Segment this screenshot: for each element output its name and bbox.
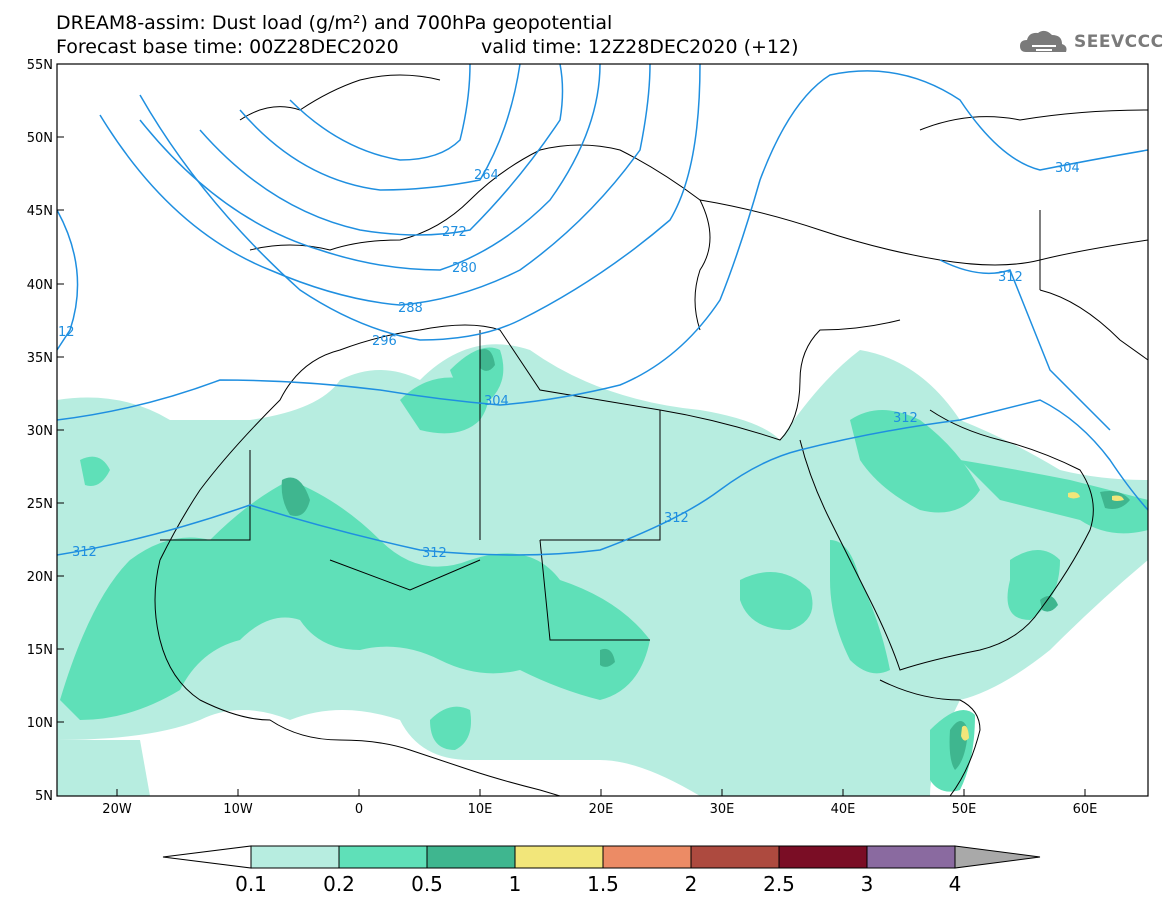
colorbar-label: 3 (860, 872, 874, 896)
contour-label: 288 (398, 301, 423, 316)
contour-label: 280 (452, 261, 477, 276)
lat-label: 5N (35, 789, 53, 804)
colorbar-label: 0.5 (411, 872, 443, 896)
axis-ticks (57, 63, 1086, 796)
contour-labels: 264 272 280 288 296 304 312 312 312 312 … (58, 161, 1080, 561)
lat-label: 20N (27, 570, 53, 585)
colorbar-label: 2 (684, 872, 698, 896)
colorbar-swatch (426, 845, 516, 869)
longitude-labels: 20W 10W 0 10E 20E 30E 40E 50E 60E (102, 802, 1097, 817)
lat-label: 25N (27, 497, 53, 512)
logo-text: SEEVCCC (1074, 32, 1164, 52)
colorbar-label: 4 (948, 872, 962, 896)
geopotential-contours (57, 64, 1148, 556)
colorbar-high-arrow (954, 845, 1041, 869)
colorbar-label: 1 (508, 872, 522, 896)
colorbar-swatch (602, 845, 692, 869)
contour-label: 12 (58, 325, 75, 340)
lon-label: 0 (355, 802, 363, 817)
contour-label: 312 (72, 545, 97, 560)
colorbar-swatch (866, 845, 956, 869)
lat-label: 40N (27, 278, 53, 293)
contour-label: 272 (442, 225, 467, 240)
contour-label: 312 (664, 511, 689, 526)
colorbar-swatch (690, 845, 780, 869)
lat-label: 10N (27, 716, 53, 731)
colorbar-label: 1.5 (587, 872, 619, 896)
contour-label: 304 (484, 394, 509, 409)
colorbar-label: 0.1 (235, 872, 267, 896)
dust-load-shading (57, 344, 1148, 796)
lat-label: 55N (27, 58, 53, 73)
colorbar-low-arrow (162, 845, 252, 869)
lat-label: 30N (27, 424, 53, 439)
contour-label: 312 (998, 270, 1023, 285)
colorbar (162, 845, 1041, 869)
lat-label: 45N (27, 204, 53, 219)
colorbar-swatch (514, 845, 604, 869)
lon-label: 30E (710, 802, 735, 817)
colorbar-swatch (778, 845, 868, 869)
colorbar-label: 2.5 (763, 872, 795, 896)
lon-label: 20E (589, 802, 614, 817)
valid-time: valid time: 12Z28DEC2020 (+12) (481, 36, 799, 58)
lat-label: 35N (27, 351, 53, 366)
lat-label: 50N (27, 131, 53, 146)
contour-label: 296 (372, 334, 397, 349)
colorbar-swatch (338, 845, 428, 869)
latitude-labels: 55N 50N 45N 40N 35N 30N 25N 20N 15N 10N … (27, 58, 53, 804)
contour-label: 304 (1055, 161, 1080, 176)
forecast-base-time: Forecast base time: 00Z28DEC2020 (56, 36, 399, 58)
colorbar-label: 0.2 (323, 872, 355, 896)
contour-label: 312 (422, 546, 447, 561)
contour-label: 312 (893, 411, 918, 426)
lon-label: 60E (1073, 802, 1098, 817)
lon-label: 10W (223, 802, 253, 817)
country-borders (154, 74, 1148, 796)
lat-label: 15N (27, 643, 53, 658)
lon-label: 40E (831, 802, 856, 817)
lon-label: 10E (468, 802, 493, 817)
contour-label: 264 (474, 168, 499, 183)
lon-label: 20W (102, 802, 132, 817)
colorbar-swatch (250, 845, 340, 869)
lon-label: 50E (952, 802, 977, 817)
map-title: DREAM8-assim: Dust load (g/m²) and 700hP… (56, 12, 613, 34)
cloud-logo-icon (1020, 30, 1067, 52)
